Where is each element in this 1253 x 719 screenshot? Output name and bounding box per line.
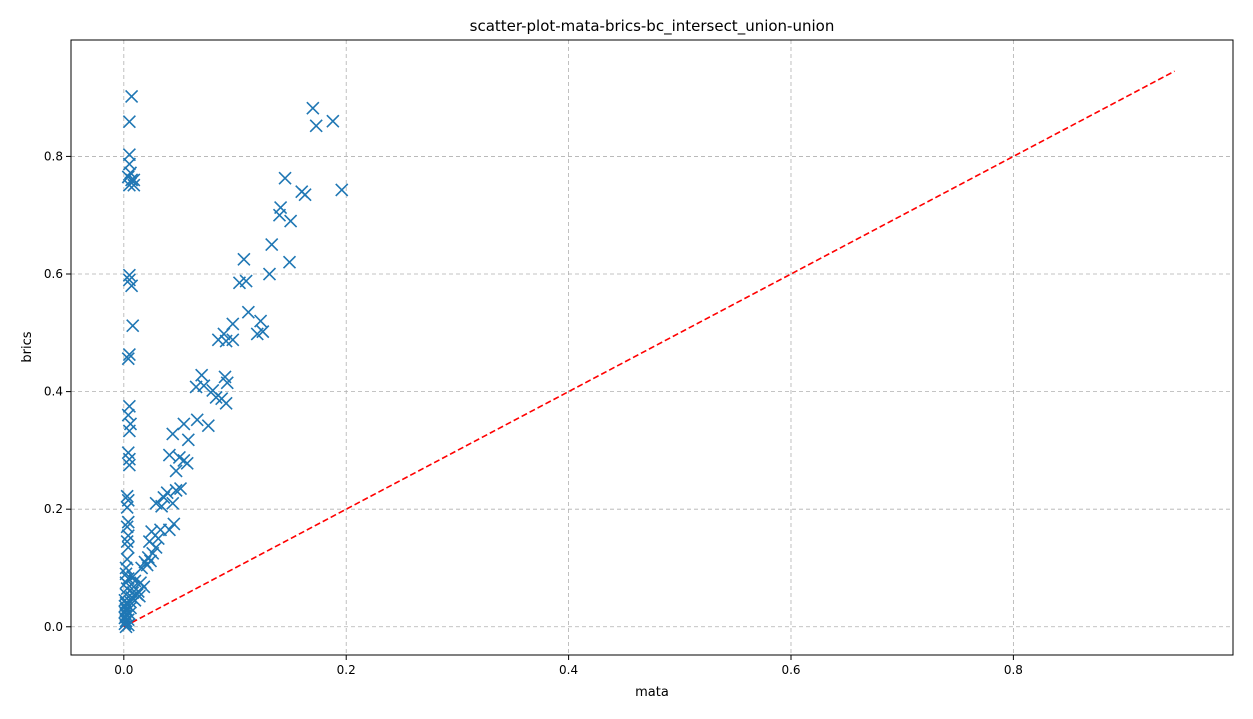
data-point bbox=[219, 396, 233, 410]
data-point bbox=[241, 305, 255, 319]
data-point bbox=[237, 252, 251, 266]
y-axis-label: brics bbox=[20, 331, 35, 362]
data-point bbox=[125, 89, 139, 104]
data-point bbox=[190, 413, 204, 427]
data-point bbox=[122, 115, 136, 129]
data-point bbox=[177, 417, 191, 431]
data-point bbox=[254, 314, 268, 328]
data-point bbox=[155, 499, 169, 513]
data-point bbox=[149, 540, 163, 554]
data-point bbox=[209, 390, 223, 405]
data-point bbox=[121, 618, 135, 632]
y-axis-ticks: 0.0 0.2 0.4 0.6 0.8 bbox=[44, 149, 71, 634]
data-point bbox=[181, 433, 195, 447]
data-point bbox=[195, 368, 209, 382]
plot-area-frame bbox=[70, 39, 1234, 656]
data-point bbox=[162, 523, 176, 537]
data-point bbox=[265, 238, 279, 252]
data-point bbox=[146, 546, 160, 560]
data-point bbox=[122, 178, 136, 192]
data-point bbox=[298, 188, 312, 202]
data-point bbox=[122, 458, 136, 472]
data-point bbox=[326, 114, 340, 128]
grid bbox=[71, 40, 1233, 655]
x-tick-label: 0.0 bbox=[114, 663, 133, 677]
data-point bbox=[169, 483, 183, 497]
data-point bbox=[239, 274, 253, 288]
data-point bbox=[278, 171, 292, 185]
data-point bbox=[122, 148, 136, 162]
data-point bbox=[125, 279, 139, 293]
data-point bbox=[120, 489, 134, 503]
data-point bbox=[127, 178, 141, 192]
y-tick-label: 0.0 bbox=[44, 620, 63, 634]
data-point bbox=[180, 456, 194, 470]
x-tick-label: 0.8 bbox=[1004, 663, 1023, 677]
data-point bbox=[160, 486, 174, 500]
x-axis-label: mata bbox=[635, 685, 669, 700]
data-point bbox=[166, 427, 180, 441]
data-point bbox=[256, 325, 270, 339]
data-point bbox=[201, 419, 215, 433]
reference-line-layer bbox=[123, 70, 1175, 628]
data-point bbox=[122, 347, 136, 362]
data-point bbox=[274, 201, 288, 215]
data-point bbox=[262, 267, 277, 281]
data-point bbox=[132, 589, 146, 603]
data-point bbox=[121, 352, 135, 366]
data-point bbox=[173, 482, 188, 496]
chart-title: scatter-plot-mata-brics-bc_intersect_uni… bbox=[470, 17, 835, 36]
data-point bbox=[226, 333, 240, 347]
data-point bbox=[309, 119, 323, 133]
data-point bbox=[169, 464, 183, 478]
data-point bbox=[167, 517, 181, 531]
data-point bbox=[126, 319, 140, 333]
data-point bbox=[197, 379, 211, 393]
x-axis-ticks: 0.0 0.2 0.4 0.6 0.8 bbox=[114, 655, 1023, 677]
data-point bbox=[122, 452, 136, 466]
data-point bbox=[143, 554, 158, 568]
data-point bbox=[166, 496, 180, 510]
data-point bbox=[121, 540, 135, 554]
data-point bbox=[120, 500, 134, 514]
data-point bbox=[282, 255, 297, 269]
data-point bbox=[151, 532, 165, 546]
y-tick-label: 0.4 bbox=[44, 385, 63, 399]
y-tick-label: 0.6 bbox=[44, 267, 63, 281]
data-points bbox=[118, 89, 349, 634]
data-point bbox=[123, 601, 138, 615]
data-point bbox=[226, 317, 240, 331]
reference-line bbox=[123, 70, 1175, 628]
data-point bbox=[306, 101, 320, 115]
data-point bbox=[220, 376, 234, 390]
data-point bbox=[122, 268, 136, 282]
data-point bbox=[137, 580, 151, 594]
data-point bbox=[284, 214, 298, 228]
x-tick-label: 0.2 bbox=[337, 663, 356, 677]
data-point bbox=[121, 515, 135, 529]
data-point bbox=[162, 448, 176, 462]
data-point bbox=[335, 183, 349, 197]
x-tick-label: 0.6 bbox=[781, 663, 800, 677]
data-point bbox=[119, 561, 133, 575]
data-point bbox=[122, 424, 136, 438]
y-tick-label: 0.2 bbox=[44, 502, 63, 516]
x-tick-label: 0.4 bbox=[559, 663, 578, 677]
data-point bbox=[121, 408, 135, 422]
y-tick-label: 0.8 bbox=[44, 149, 63, 163]
